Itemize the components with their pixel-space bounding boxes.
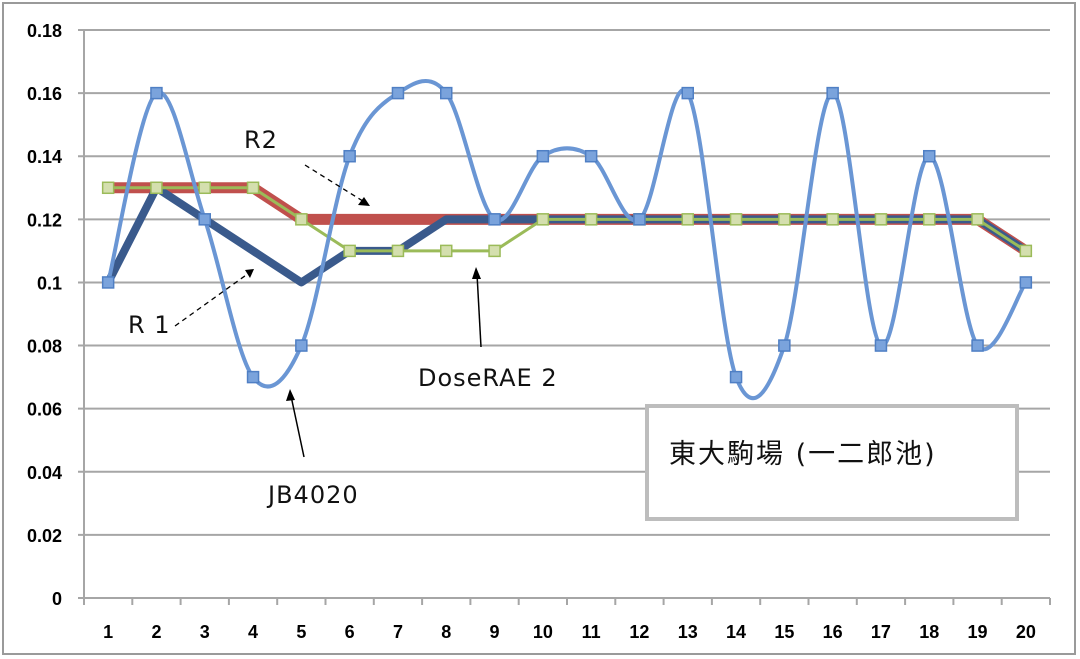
y-tick-label: 0.14 <box>27 147 62 167</box>
data-marker <box>343 149 356 163</box>
data-marker <box>440 244 453 258</box>
data-marker <box>971 213 984 226</box>
data-marker <box>198 181 211 195</box>
data-marker <box>150 86 163 100</box>
data-marker <box>295 339 308 352</box>
data-marker <box>343 244 356 258</box>
data-marker <box>826 213 839 226</box>
data-marker <box>633 213 646 226</box>
data-marker <box>488 244 501 258</box>
y-tick-label: 0.12 <box>27 210 62 230</box>
data-marker <box>198 213 211 226</box>
x-tick-label: 20 <box>1016 622 1036 642</box>
data-marker <box>295 213 308 226</box>
x-tick-label: 3 <box>200 622 210 642</box>
x-axis-ticks: 1 2 3 4 5 6 7 8 9 10 11 12 13 14 15 16 17 18 19 20 <box>103 622 1036 642</box>
annotation-jb4020: JB4020 <box>266 481 359 509</box>
data-marker <box>246 370 260 384</box>
data-marker <box>1019 276 1033 289</box>
data-marker <box>729 213 743 226</box>
x-tick-label: 19 <box>968 622 988 642</box>
data-marker <box>150 181 163 195</box>
x-tick-label: 5 <box>296 622 306 642</box>
x-tick-label: 18 <box>919 622 939 642</box>
data-marker <box>826 86 839 100</box>
x-tick-label: 4 <box>248 622 258 642</box>
x-tick-label: 11 <box>582 622 601 642</box>
data-marker <box>778 339 791 352</box>
x-tick-label: 12 <box>629 622 649 642</box>
data-marker <box>101 181 115 195</box>
data-marker <box>536 213 550 226</box>
data-marker <box>488 213 501 226</box>
x-tick-label: 16 <box>823 622 843 642</box>
series-r1 <box>104 183 1029 287</box>
x-tick-label: 1 <box>103 622 113 642</box>
x-tick-label: 9 <box>490 622 500 642</box>
x-tick-label: 15 <box>774 622 794 642</box>
data-marker <box>923 149 936 163</box>
annotation-r2: R2 <box>244 126 278 154</box>
y-tick-label: 0.1 <box>37 273 62 293</box>
title-box: 東大駒場 (一二郎池) <box>645 404 1019 521</box>
data-marker <box>391 244 405 258</box>
x-tick-label: 7 <box>393 622 403 642</box>
annotations: R2 R 1 DoseRAE 2 JB4020 <box>128 126 558 509</box>
series-doserae-2 <box>101 181 1033 258</box>
y-axis-ticks: 0 0.02 0.04 0.06 0.08 0.1 0.12 0.14 0.16 0.18 <box>27 21 62 609</box>
data-marker <box>440 86 453 100</box>
data-marker <box>584 149 598 163</box>
data-marker <box>391 86 405 100</box>
x-tick-label: 17 <box>871 622 891 642</box>
series-jb4020 <box>101 78 1033 401</box>
x-tick-label: 10 <box>533 622 553 642</box>
y-tick-label: 0.16 <box>27 84 62 104</box>
data-marker <box>874 213 888 226</box>
x-tick-label: 6 <box>345 622 355 642</box>
data-marker <box>778 213 791 226</box>
y-tick-label: 0.06 <box>27 400 62 420</box>
data-marker <box>681 86 694 100</box>
y-tick-label: 0.08 <box>27 337 62 357</box>
data-marker <box>971 339 984 352</box>
y-tick-label: 0.18 <box>27 21 62 41</box>
data-marker <box>101 276 115 289</box>
data-marker <box>536 149 550 163</box>
x-tick-label: 2 <box>151 622 161 642</box>
x-tick-label: 14 <box>726 622 746 642</box>
series-lines <box>101 78 1033 401</box>
data-marker <box>584 213 598 226</box>
data-marker <box>681 213 694 226</box>
data-marker <box>1019 244 1033 258</box>
x-tick-label: 8 <box>441 622 451 642</box>
data-marker <box>246 181 260 195</box>
x-tick-label: 13 <box>678 622 698 642</box>
annotation-doserae2: DoseRAE 2 <box>418 364 558 392</box>
data-marker <box>923 213 936 226</box>
data-marker <box>729 370 743 384</box>
y-tick-label: 0.02 <box>27 526 62 546</box>
data-marker <box>874 339 888 352</box>
annotation-r1: R 1 <box>128 311 171 339</box>
y-tick-label: 0 <box>52 589 62 609</box>
chart-title: 東大駒場 (一二郎池) <box>669 439 937 470</box>
y-tick-label: 0.04 <box>27 463 62 483</box>
